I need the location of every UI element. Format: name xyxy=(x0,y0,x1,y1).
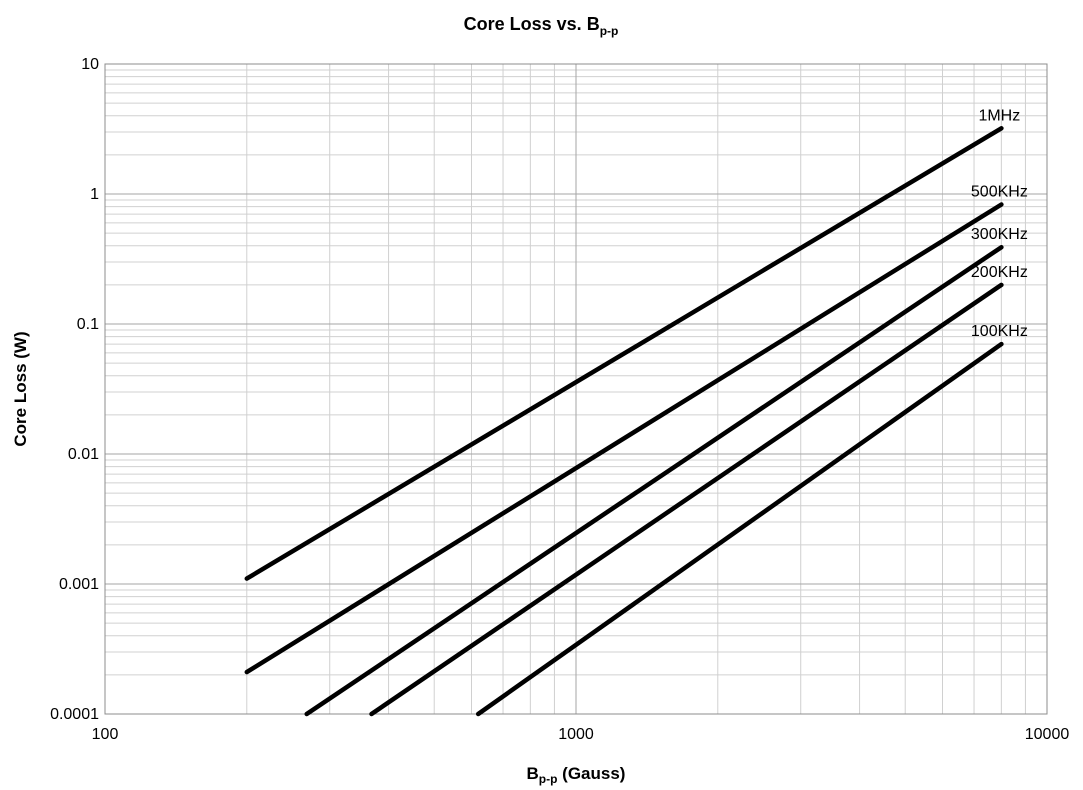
series-label-200khz: 200KHz xyxy=(971,264,1028,281)
x-axis-label-subscript: p-p xyxy=(539,772,558,786)
y-tick-label: 0.1 xyxy=(77,316,99,333)
x-axis-label-unit: (Gauss) xyxy=(557,764,625,783)
y-tick-label: 1 xyxy=(90,186,99,203)
chart-title: Core Loss vs. Bp-p xyxy=(464,14,619,38)
series-line-500khz xyxy=(244,202,1004,675)
series-label-100khz: 100KHz xyxy=(971,323,1028,340)
chart-title-main: Core Loss vs. B xyxy=(464,14,600,34)
series-line-300khz xyxy=(304,244,1004,717)
y-axis-label: Core Loss (W) xyxy=(11,331,30,446)
y-axis-ticks: 0.0001 0.001 0.01 0.1 1 10 xyxy=(50,56,99,723)
y-tick-label: 0.0001 xyxy=(50,706,99,723)
series-group: 1MHz 500KHz 300KHz 200KHz 100KHz xyxy=(244,107,1028,717)
chart-title-subscript: p-p xyxy=(600,24,619,38)
grid xyxy=(104,63,1048,715)
y-tick-label: 0.01 xyxy=(68,446,99,463)
x-tick-label: 1000 xyxy=(558,726,594,743)
plot-area-frame xyxy=(104,63,1048,715)
x-axis-label: Bp-p (Gauss) xyxy=(527,764,626,786)
y-tick-label: 0.001 xyxy=(59,576,99,593)
series-label-500khz: 500KHz xyxy=(971,184,1028,201)
x-axis-label-main: B xyxy=(527,764,539,783)
series-label-1mhz: 1MHz xyxy=(978,107,1020,124)
series-line-100khz xyxy=(475,341,1004,717)
y-tick-label: 10 xyxy=(81,56,99,73)
x-axis-ticks: 100 1000 10000 xyxy=(92,726,1070,743)
series-label-300khz: 300KHz xyxy=(971,226,1028,243)
series-line-200khz xyxy=(369,282,1004,717)
x-tick-label: 10000 xyxy=(1025,726,1070,743)
x-tick-label: 100 xyxy=(92,726,119,743)
series-line-1mhz xyxy=(244,126,1004,581)
